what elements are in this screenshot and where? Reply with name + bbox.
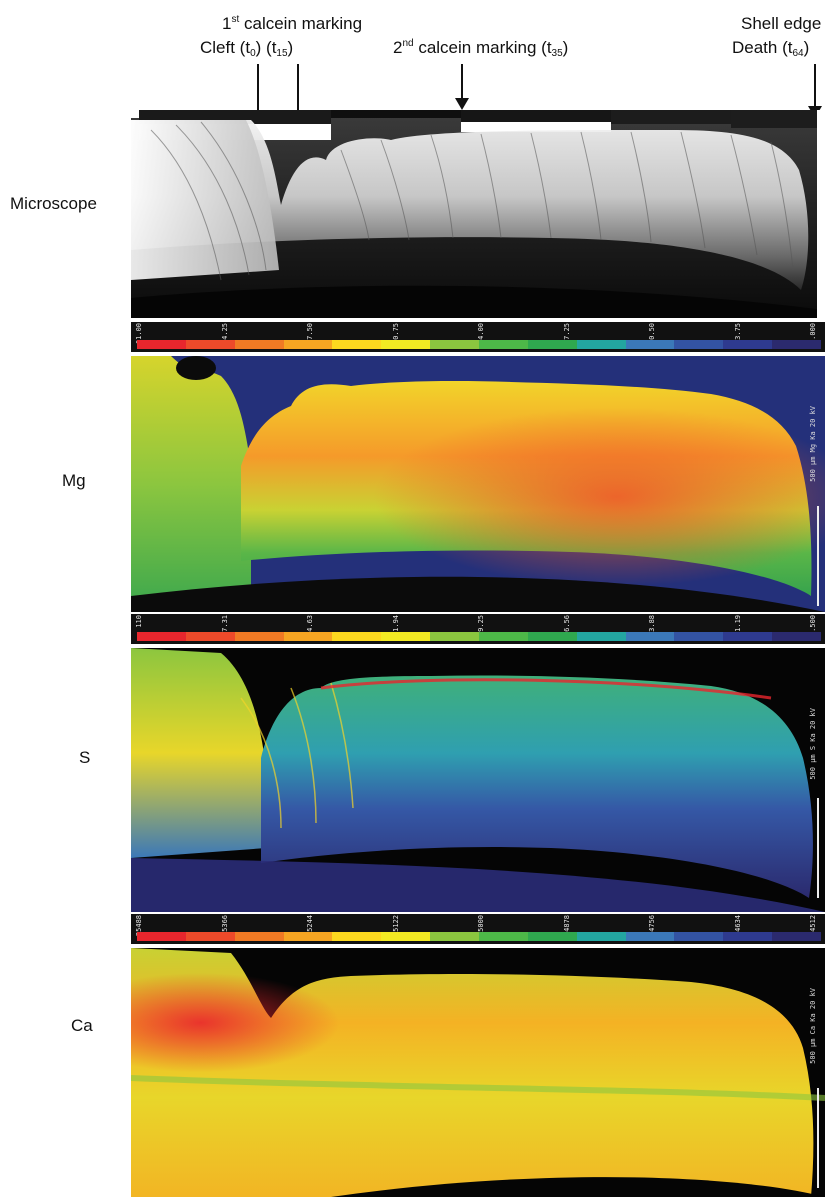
row-label-microscope: Microscope <box>10 194 97 213</box>
mg-map-image: 500 µm Mg Ka 20 kV <box>131 356 825 612</box>
ca-scale-swatch <box>137 932 186 941</box>
s-scale-swatch <box>772 632 822 641</box>
ca-scale-swatch <box>723 932 773 941</box>
second-marking-arrow <box>455 64 469 110</box>
mg-scale-swatch <box>674 340 724 349</box>
s-scale-tick: 110 <box>135 615 143 628</box>
s-scale-swatch <box>283 632 333 641</box>
microscope-image <box>131 110 825 318</box>
s-color-scale: 110 97.31 84.63 71.94 59.25 46.56 33.88 21.19 8.… <box>131 614 825 644</box>
s-scale-swatch <box>527 632 577 641</box>
mg-scale-swatch <box>381 340 431 349</box>
mg-side-legend: 500 µm Mg Ka 20 kV <box>809 406 817 482</box>
mg-scale-swatch <box>479 340 528 349</box>
s-scale-swatch <box>332 632 382 641</box>
mg-scale-swatch <box>137 340 186 349</box>
ca-scale-swatch <box>332 932 382 941</box>
s-scale-swatch <box>185 632 235 641</box>
ca-side-legend: 500 µm Ca Ka 20 kV <box>809 988 817 1064</box>
mg-scale-bar <box>817 506 819 606</box>
s-scale-swatch <box>479 632 528 641</box>
ca-color-scale: 25488 25366 25244 25122 25000 24878 24756 24634… <box>131 914 825 944</box>
second-calcein-marking-label: 2nd calcein marking (t35) <box>393 38 569 59</box>
row-label-s: S <box>79 748 91 767</box>
ca-scale-swatch <box>479 932 528 941</box>
mg-color-scale: 61.00 54.25 47.50 40.75 34.00 27.25 20.50 13.75… <box>131 322 825 352</box>
ca-scale-swatch <box>527 932 577 941</box>
ca-scale-swatch <box>234 932 284 941</box>
ca-scale-swatch <box>185 932 235 941</box>
ca-scale-swatch <box>381 932 431 941</box>
s-side-legend: 500 µm S Ka 20 kV <box>809 708 817 780</box>
ca-scale-swatch <box>674 932 724 941</box>
mg-scale-swatch <box>625 340 675 349</box>
ca-scale-swatch <box>625 932 675 941</box>
death-t64-label: Death (t64) <box>732 38 810 59</box>
s-scale-swatch <box>576 632 626 641</box>
mg-scale-swatch <box>234 340 284 349</box>
mg-scale-swatch <box>723 340 773 349</box>
s-scale-bar <box>817 798 819 898</box>
cleft-t0-label: Cleft (t0) (t15) <box>200 38 294 59</box>
s-scale-swatch <box>234 632 284 641</box>
s-scale-swatch <box>723 632 773 641</box>
s-scale-swatch <box>625 632 675 641</box>
s-map-image: 500 µm S Ka 20 kV <box>131 648 825 912</box>
shell-edge-label: Shell edge <box>741 14 822 33</box>
s-scale-swatch <box>137 632 186 641</box>
s-scale-swatch <box>674 632 724 641</box>
mg-scale-swatch <box>576 340 626 349</box>
s-scale-swatch <box>430 632 480 641</box>
ca-map-image: 500 µm Ca Ka 20 kV <box>131 948 825 1197</box>
ca-scale-bar <box>817 1088 819 1188</box>
row-label-mg: Mg <box>62 471 86 490</box>
mg-scale-swatch <box>185 340 235 349</box>
mg-scale-swatch <box>772 340 822 349</box>
mg-scale-swatch <box>430 340 480 349</box>
s-scale-swatch <box>381 632 431 641</box>
first-calcein-marking-label: 1st calcein marking <box>222 14 363 33</box>
mg-scale-swatch <box>527 340 577 349</box>
ca-scale-swatch <box>283 932 333 941</box>
mg-scale-swatch <box>332 340 382 349</box>
mg-scale-swatch <box>283 340 333 349</box>
ca-scale-swatch <box>772 932 822 941</box>
ca-scale-swatch <box>430 932 480 941</box>
row-label-ca: Ca <box>71 1016 93 1035</box>
ca-scale-swatch <box>576 932 626 941</box>
